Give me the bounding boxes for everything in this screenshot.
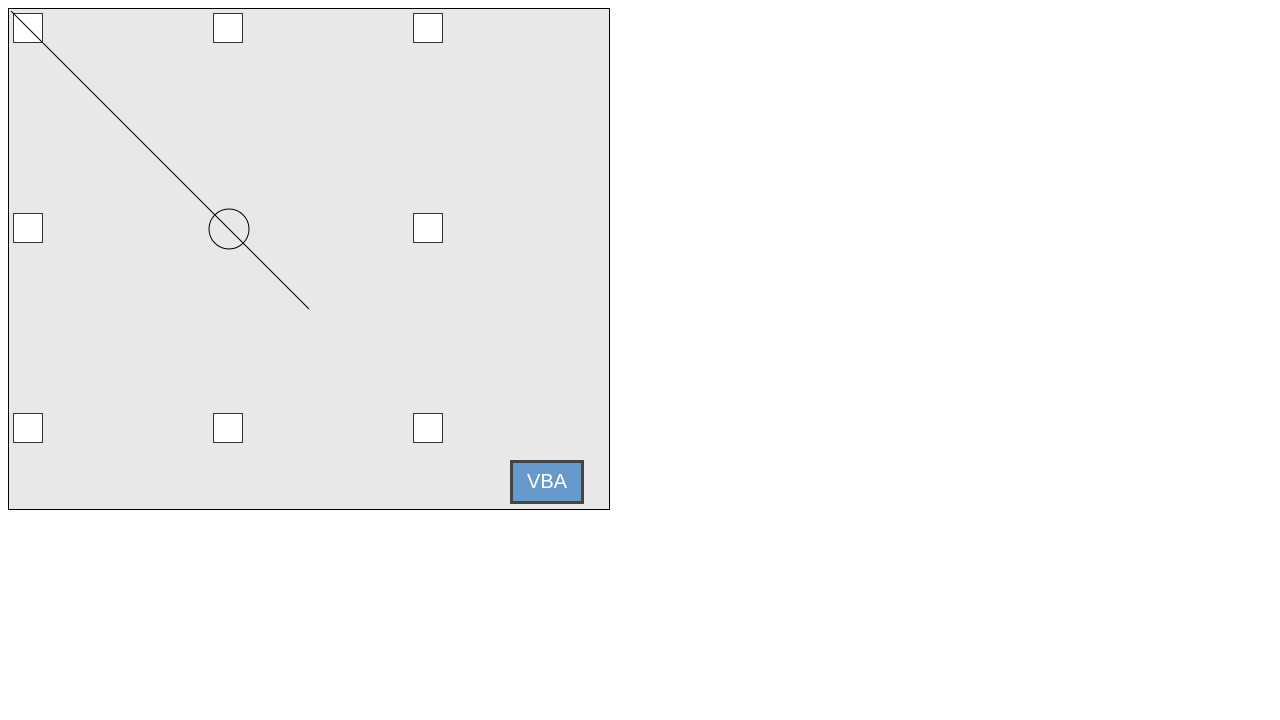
- target-square-bottom-center[interactable]: [213, 413, 243, 443]
- diagonal-line: [10, 10, 310, 310]
- target-square-top-center[interactable]: [213, 13, 243, 43]
- target-square-middle-right[interactable]: [413, 213, 443, 243]
- target-square-middle-left[interactable]: [13, 213, 43, 243]
- target-square-top-right[interactable]: [413, 13, 443, 43]
- vba-button[interactable]: VBA: [510, 460, 584, 504]
- target-square-bottom-right[interactable]: [413, 413, 443, 443]
- drawing-canvas[interactable]: VBA: [8, 8, 610, 510]
- drawing-overlay: [10, 10, 310, 310]
- center-circle[interactable]: [208, 208, 250, 250]
- target-square-top-left[interactable]: [13, 13, 43, 43]
- target-square-bottom-left[interactable]: [13, 413, 43, 443]
